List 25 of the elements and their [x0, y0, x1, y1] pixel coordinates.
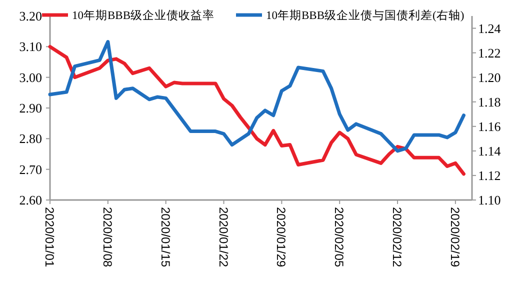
legend-label: 10年期BBB级企业债与国债利差(右轴): [266, 9, 464, 22]
x-tick-label: 2020/01/22: [216, 207, 230, 268]
y2-tick-label: 1.24: [478, 20, 502, 36]
y2-tick-label: 1.14: [478, 143, 502, 158]
y-tick-label: 3.10: [19, 39, 42, 54]
x-tick-label: 2020/01/01: [42, 207, 56, 268]
x-tick-label: 2020/02/12: [390, 207, 404, 268]
y-tick-label: 2.90: [19, 100, 42, 116]
y-tick-label: 2.80: [19, 131, 42, 146]
x-tick-label: 2020/02/19: [448, 207, 462, 268]
y2-tick-label: 1.12: [478, 168, 501, 183]
x-tick-label: 2020/02/05: [332, 207, 346, 268]
x-tick-label: 2020/01/15: [158, 207, 172, 268]
y-tick-label: 2.60: [19, 192, 42, 208]
y2-tick-label: 1.22: [478, 45, 501, 60]
x-tick-label: 2020/01/08: [100, 207, 114, 268]
y-tick-label: 3.00: [19, 70, 42, 85]
y2-tick-label: 1.18: [478, 94, 501, 110]
x-tick-label: 2020/01/29: [274, 207, 288, 268]
y2-tick-label: 1.16: [478, 118, 502, 134]
y-tick-label: 2.70: [19, 162, 42, 177]
legend-label: 10年期BBB级企业债收益率: [72, 8, 215, 22]
y-tick-label: 3.20: [19, 8, 42, 24]
y2-tick-label: 1.20: [478, 70, 501, 85]
y2-tick-label: 1.10: [478, 192, 501, 208]
